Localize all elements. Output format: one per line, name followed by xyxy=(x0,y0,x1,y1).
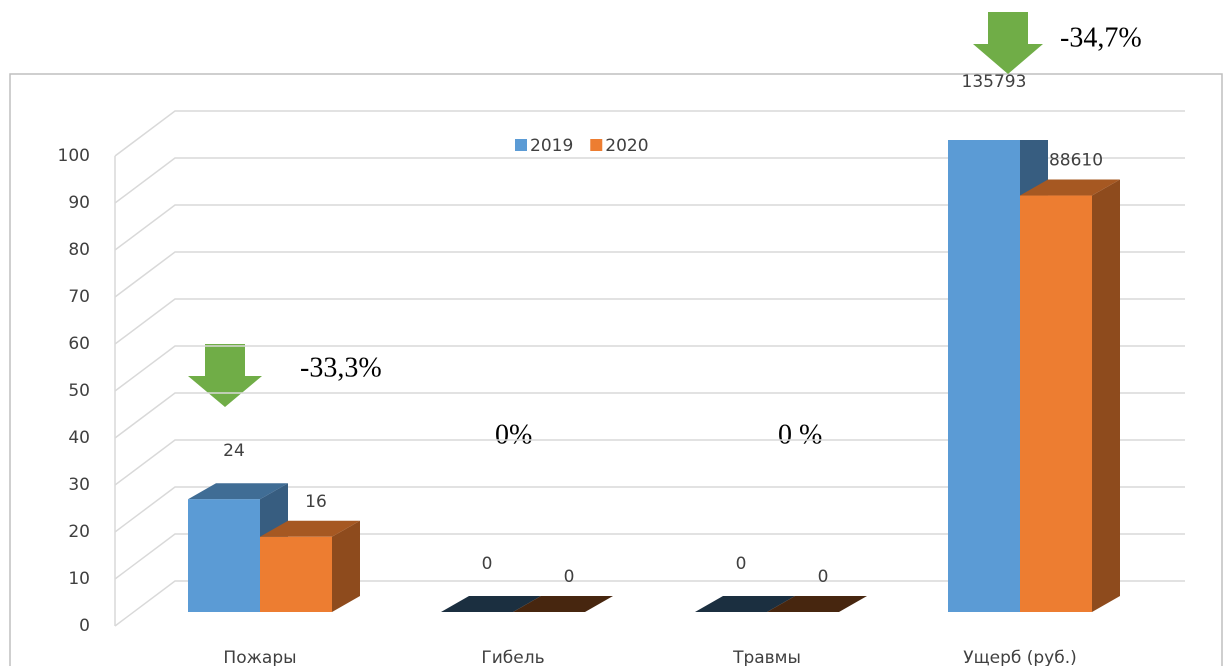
x-tick-label: Пожары xyxy=(223,648,296,666)
grid-line xyxy=(114,298,1185,345)
bar-front xyxy=(948,140,1020,613)
bar xyxy=(1020,179,1120,612)
data-label: 88610 xyxy=(1049,151,1103,171)
y-tick-label: 30 xyxy=(68,475,90,495)
grid-line xyxy=(114,251,1185,298)
grid-line xyxy=(114,110,1185,157)
y-tick-label: 70 xyxy=(68,287,90,307)
x-tick-label: Травмы xyxy=(732,648,801,666)
x-tick-label: Гибель xyxy=(481,648,544,666)
grid-line xyxy=(114,533,1185,580)
bar-front xyxy=(1020,195,1092,612)
y-tick-label: 0 xyxy=(79,616,90,636)
bar-top xyxy=(1020,179,1120,196)
y-tick-label: 10 xyxy=(68,569,90,589)
bar-top xyxy=(188,483,288,500)
y-tick-label: 50 xyxy=(68,381,90,401)
bar-top xyxy=(260,520,360,537)
y-tick-label: 100 xyxy=(58,146,90,166)
y-tick-label: 60 xyxy=(68,334,90,354)
data-label: 24 xyxy=(223,441,245,461)
bar-top xyxy=(695,596,795,612)
annotation: -33,3% xyxy=(300,352,382,383)
grid-line xyxy=(114,486,1185,533)
bar-top xyxy=(513,596,613,612)
grid-line xyxy=(114,345,1185,392)
legend-label: 2020 xyxy=(605,136,648,156)
annotation: -34,7% xyxy=(1060,22,1142,53)
bar xyxy=(513,596,613,612)
data-label: 16 xyxy=(305,492,327,512)
data-label: 0 xyxy=(482,554,493,574)
grid-line xyxy=(114,439,1185,486)
y-tick-label: 40 xyxy=(68,428,90,448)
bar-front xyxy=(188,499,260,612)
bar-side xyxy=(332,520,360,612)
legend-label: 2019 xyxy=(530,136,573,156)
grid-line xyxy=(114,157,1185,204)
bar-top xyxy=(441,596,541,612)
grid-line xyxy=(114,580,1185,627)
bar-front xyxy=(260,536,332,612)
data-label: 0 xyxy=(818,567,829,587)
grid-line xyxy=(114,204,1185,251)
y-tick-label: 80 xyxy=(68,240,90,260)
annotation: 0% xyxy=(495,419,532,450)
bar xyxy=(695,596,795,612)
chart-frame xyxy=(9,73,1223,666)
annotation: 0 % xyxy=(778,419,822,450)
data-label: 0 xyxy=(564,567,575,587)
data-label: 0 xyxy=(736,554,747,574)
bar xyxy=(260,520,360,612)
x-tick-label: Ущерб (руб.) xyxy=(963,648,1077,666)
bar xyxy=(767,596,867,612)
grid-line xyxy=(114,392,1185,439)
bar-side xyxy=(1092,179,1120,612)
legend-swatch xyxy=(515,139,527,151)
legend-swatch xyxy=(590,139,603,151)
bar-top xyxy=(767,596,867,612)
arrow xyxy=(188,12,1043,407)
data-label: 135793 xyxy=(962,72,1027,92)
bar xyxy=(441,596,541,612)
y-tick-label: 20 xyxy=(68,522,90,542)
y-tick-label: 90 xyxy=(68,193,90,213)
